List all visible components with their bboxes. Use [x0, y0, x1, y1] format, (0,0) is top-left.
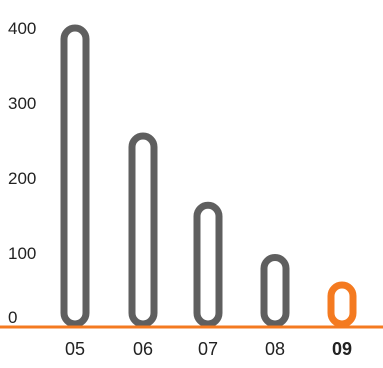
bar-07 [193, 201, 223, 328]
bar-08 [260, 253, 290, 328]
x-tick-label: 09 [332, 339, 352, 359]
x-tick-label: 08 [265, 339, 285, 359]
bar-09 [327, 281, 357, 328]
x-tick-label: 05 [65, 339, 85, 359]
y-tick-label: 300 [8, 94, 36, 113]
x-tick-label: 07 [198, 339, 218, 359]
y-tick-label: 0 [8, 308, 17, 327]
bar-05 [60, 24, 90, 328]
y-tick-label: 100 [8, 244, 36, 263]
bar-06 [128, 132, 158, 328]
y-tick-label: 400 [8, 19, 36, 38]
x-tick-label: 06 [133, 339, 153, 359]
y-tick-label: 200 [8, 169, 36, 188]
